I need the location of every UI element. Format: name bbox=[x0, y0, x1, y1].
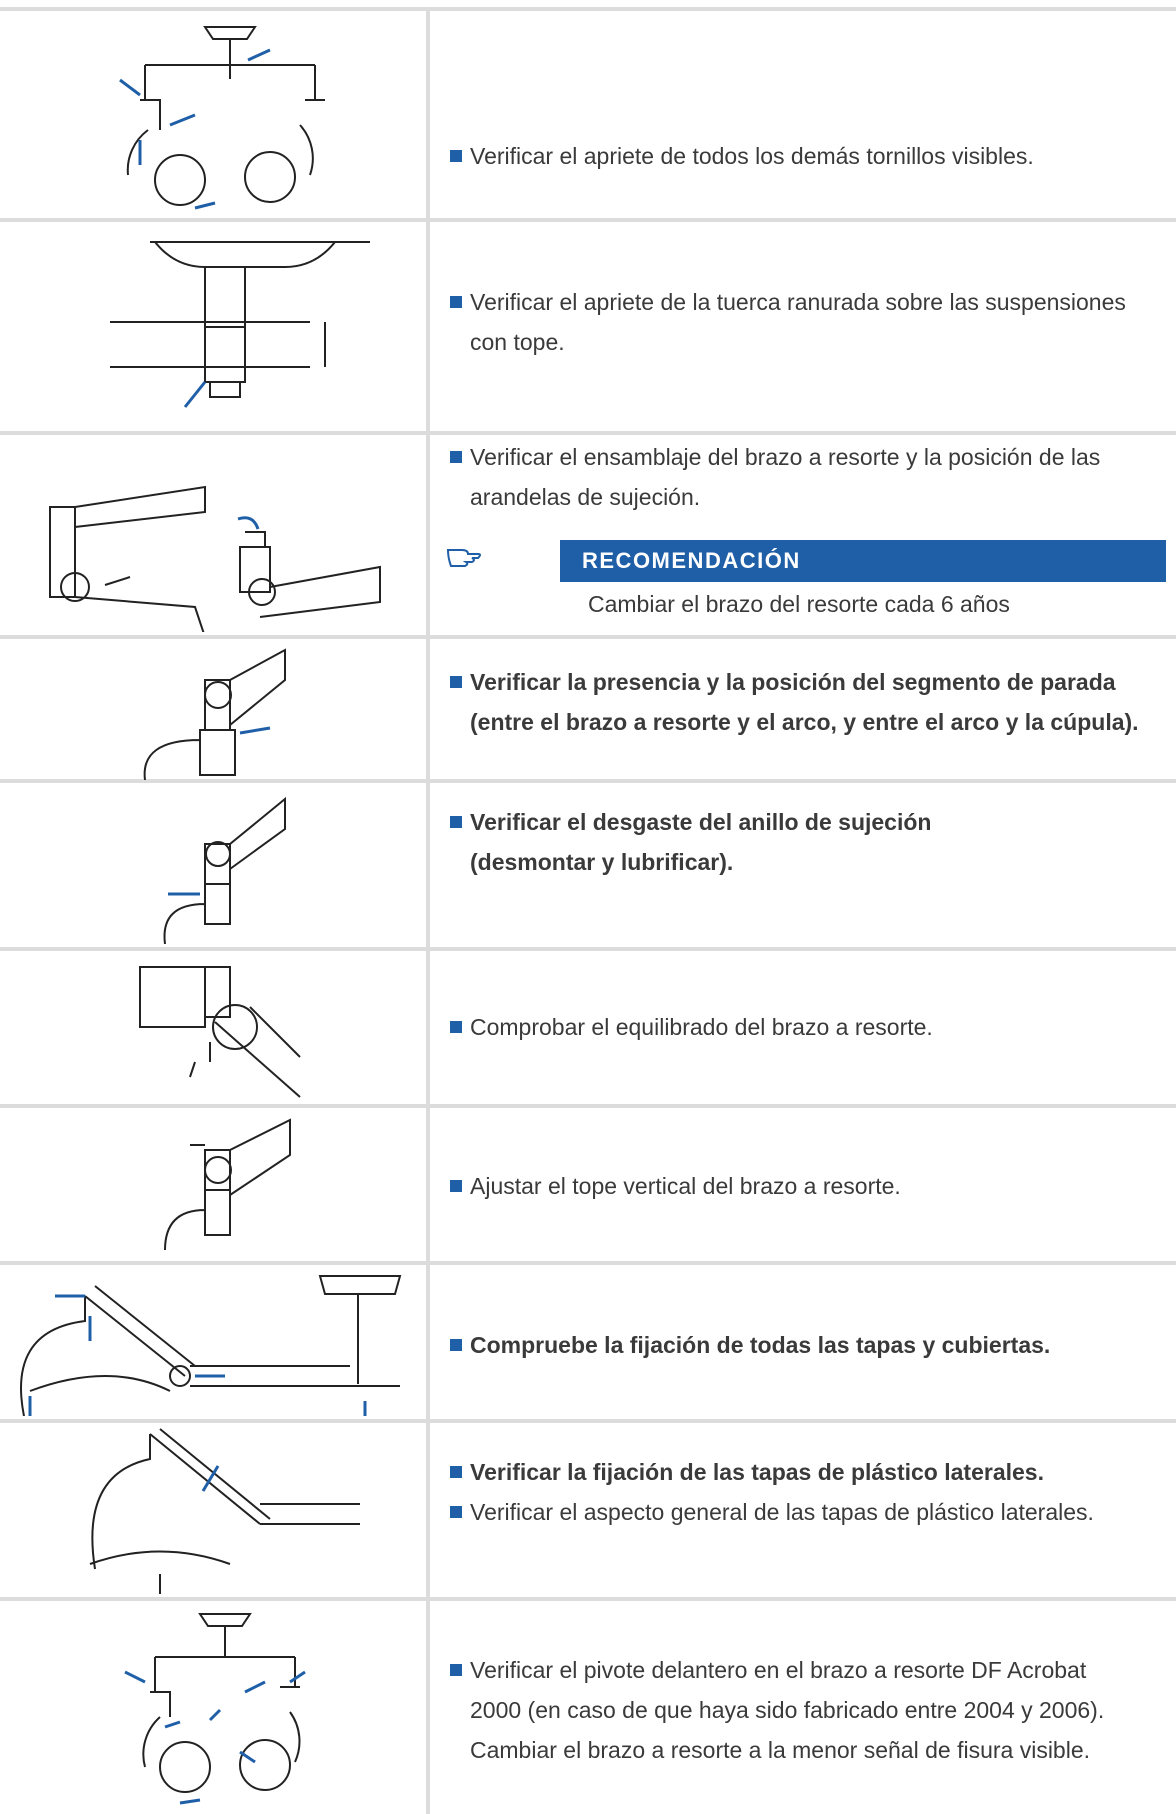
recommendation-title: RECOMENDACIÓN bbox=[560, 540, 1166, 582]
cell: Verificar el apriete de todos los demás … bbox=[450, 136, 1140, 176]
bullet-item: Verificar la fijación de las tapas de pl… bbox=[450, 1452, 1140, 1492]
illustration bbox=[89, 1428, 360, 1594]
bullet-item: Ajustar el tope vertical del brazo a res… bbox=[450, 1166, 1140, 1206]
illustration bbox=[49, 485, 381, 632]
cell: Compruebe la fijación de todas las tapas… bbox=[450, 1325, 1165, 1365]
bullet-item: Compruebe la fijación de todas las tapas… bbox=[450, 1325, 1165, 1365]
illustration bbox=[164, 1118, 291, 1251]
divider bbox=[0, 1419, 1176, 1423]
divider bbox=[0, 1104, 1176, 1108]
illustration bbox=[124, 1613, 306, 1805]
divider bbox=[0, 1597, 1176, 1601]
bullet-item: Verificar el pivote delantero en el braz… bbox=[450, 1650, 1140, 1770]
divider bbox=[0, 1261, 1176, 1265]
cell: Verificar el ensamblaje del brazo a reso… bbox=[450, 437, 1140, 517]
hand-icon bbox=[446, 549, 481, 567]
bullet-item: Verificar el desgaste del anillo de suje… bbox=[450, 802, 1050, 882]
cell: Verificar el apriete de la tuerca ranura… bbox=[450, 282, 1140, 362]
column-divider bbox=[426, 9, 430, 1814]
divider bbox=[0, 431, 1176, 435]
bullet-item: Verificar el aspecto general de las tapa… bbox=[450, 1492, 1140, 1532]
divider bbox=[0, 218, 1176, 222]
bullet-item: Verificar el apriete de todos los demás … bbox=[450, 136, 1140, 176]
illustration bbox=[143, 648, 286, 780]
bullet-item: Verificar el ensamblaje del brazo a reso… bbox=[450, 437, 1140, 517]
cell: Verificar la presencia y la posición del… bbox=[450, 662, 1140, 742]
illustration bbox=[20, 1275, 402, 1416]
cell: Verificar la fijación de las tapas de pl… bbox=[450, 1452, 1140, 1532]
illustration bbox=[110, 241, 370, 408]
divider bbox=[0, 635, 1176, 639]
bullet-item: Verificar el apriete de la tuerca ranura… bbox=[450, 282, 1140, 362]
divider bbox=[0, 7, 1176, 11]
divider bbox=[0, 779, 1176, 783]
bullet-item: Comprobar el equilibrado del brazo a res… bbox=[450, 1007, 1140, 1047]
cell: Verificar el desgaste del anillo de suje… bbox=[450, 802, 1050, 882]
cell: Ajustar el tope vertical del brazo a res… bbox=[450, 1166, 1140, 1206]
illustration bbox=[163, 796, 286, 944]
illustration bbox=[139, 966, 301, 1098]
divider bbox=[0, 947, 1176, 951]
bullet-item: Verificar la presencia y la posición del… bbox=[450, 662, 1140, 742]
cell: Verificar el pivote delantero en el braz… bbox=[450, 1650, 1140, 1770]
recommendation-text: Cambiar el brazo del resorte cada 6 años bbox=[588, 591, 1010, 617]
cell: Comprobar el equilibrado del brazo a res… bbox=[450, 1007, 1140, 1047]
illustration bbox=[119, 26, 325, 210]
